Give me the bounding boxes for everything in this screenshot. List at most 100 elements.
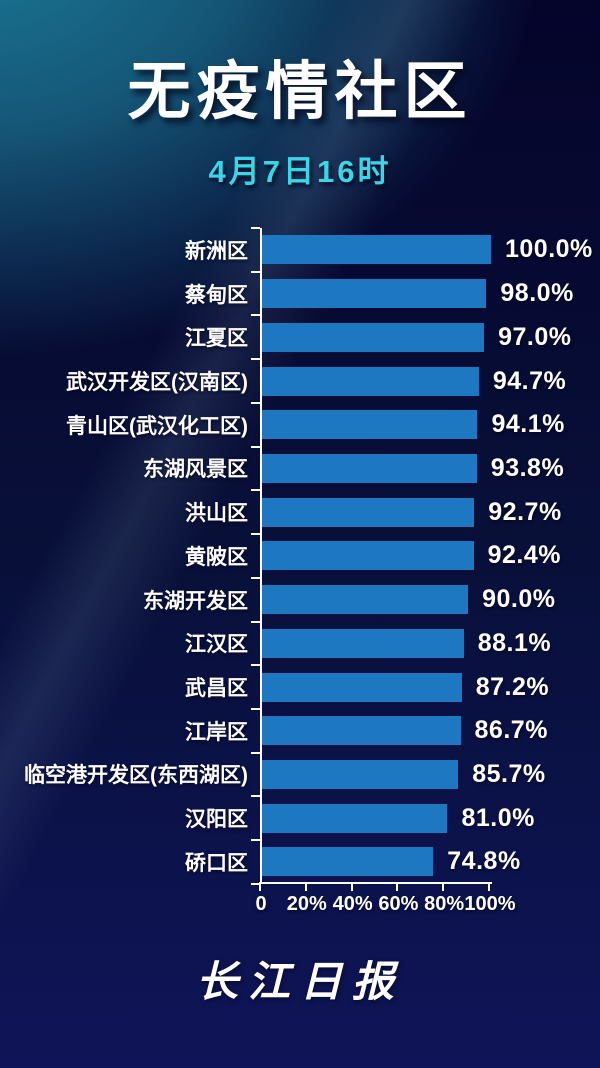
- y-axis-tick: [251, 227, 260, 229]
- category-label: 硚口区: [185, 851, 248, 875]
- bar-track: 87.2%: [262, 672, 600, 702]
- value-label: 97.0%: [498, 322, 572, 351]
- bar-row: 黄陂区 92.4%: [0, 534, 600, 578]
- bar: [262, 716, 461, 746]
- value-label: 93.8%: [490, 453, 565, 482]
- x-axis-tick-label: 80%: [424, 893, 465, 915]
- value-label: 85.7%: [472, 759, 546, 788]
- bar-track: 98.0%: [262, 279, 600, 309]
- x-axis-tick-label: 20%: [286, 893, 327, 915]
- value-label: 74.8%: [447, 847, 521, 876]
- bar: [262, 803, 448, 833]
- category-label: 江岸区: [185, 720, 248, 744]
- bar: [262, 497, 475, 527]
- bar-row: 江岸区 86.7%: [0, 709, 600, 753]
- bar: [262, 541, 474, 571]
- bar-track: 74.8%: [262, 847, 600, 877]
- x-axis-tick-label: 100%: [464, 893, 516, 915]
- bar: [262, 410, 478, 440]
- bar-track: 97.0%: [262, 322, 600, 352]
- value-label: 86.7%: [474, 716, 548, 745]
- bar-row: 硚口区 74.8%: [0, 840, 600, 884]
- bar-track: 94.1%: [262, 410, 600, 440]
- bar: [262, 847, 434, 877]
- page-title: 无疫情社区: [127, 57, 473, 127]
- bar-track: 93.8%: [262, 453, 600, 483]
- bar-track: 100.0%: [262, 235, 600, 265]
- category-label: 武汉开发区(汉南区): [66, 371, 248, 395]
- x-axis-tick: [442, 884, 445, 891]
- y-axis-tick: [251, 358, 260, 361]
- bar-row: 东湖风景区 93.8%: [0, 447, 600, 491]
- category-label: 江夏区: [185, 327, 248, 351]
- category-label: 东湖开发区: [143, 589, 248, 613]
- category-label: 蔡甸区: [185, 283, 248, 307]
- bar-row: 洪山区 92.7%: [0, 490, 600, 534]
- bar-chart: 新洲区 100.0% 蔡甸区 98.0% 江夏区 97.0% 武汉开发区(汉南区) 94.7%…: [0, 227, 600, 928]
- y-axis-tick: [251, 270, 260, 273]
- bar-track: 85.7%: [262, 759, 600, 789]
- bar: [262, 759, 459, 789]
- bar-track: 81.0%: [262, 803, 600, 833]
- category-label: 江汉区: [185, 633, 248, 657]
- bar-row: 武汉开发区(汉南区) 94.7%: [0, 359, 600, 403]
- bar: [262, 366, 479, 396]
- bar: [262, 453, 477, 483]
- bar-row: 青山区(武汉化工区) 94.1%: [0, 403, 600, 447]
- x-axis-tick: [350, 884, 353, 891]
- bar-row: 江汉区 88.1%: [0, 621, 600, 665]
- bar: [262, 322, 485, 352]
- value-label: 92.7%: [488, 497, 562, 526]
- bar-row: 蔡甸区 98.0%: [0, 272, 600, 316]
- y-axis-tick: [251, 708, 260, 711]
- value-label: 100.0%: [505, 235, 593, 264]
- value-label: 94.1%: [491, 410, 565, 439]
- bar-row: 临空港开发区(东西湖区) 85.7%: [0, 753, 600, 797]
- chart-rows: 新洲区 100.0% 蔡甸区 98.0% 江夏区 97.0% 武汉开发区(汉南区) 94.7%…: [0, 228, 600, 884]
- x-axis-tick-label: 0: [255, 893, 267, 915]
- x-axis-tick-label: 60%: [378, 893, 419, 915]
- y-axis-tick: [251, 882, 260, 885]
- category-label: 洪山区: [185, 502, 248, 526]
- bar-row: 汉阳区 81.0%: [0, 796, 600, 840]
- category-label: 青山区(武汉化工区): [66, 414, 248, 438]
- bar-track: 92.4%: [262, 541, 600, 571]
- bar-row: 新洲区 100.0%: [0, 228, 600, 272]
- y-axis-tick: [251, 314, 260, 317]
- bar-track: 86.7%: [262, 716, 600, 746]
- category-label: 武昌区: [185, 677, 248, 701]
- y-axis-tick: [251, 795, 260, 798]
- y-axis-tick: [251, 839, 260, 842]
- bar-row: 东湖开发区 90.0%: [0, 578, 600, 622]
- x-axis-line: [259, 882, 492, 884]
- y-axis-tick: [251, 664, 260, 667]
- x-axis-tick: [396, 884, 399, 891]
- bar-row: 江夏区 97.0%: [0, 315, 600, 359]
- bar-track: 92.7%: [262, 497, 600, 527]
- category-label: 汉阳区: [185, 808, 248, 832]
- x-axis-tick: [304, 884, 307, 891]
- bar: [262, 585, 469, 615]
- subtitle-datetime: 4月7日16时: [208, 154, 392, 189]
- bar-track: 88.1%: [262, 628, 600, 658]
- y-axis-line: [260, 228, 262, 884]
- y-axis-tick: [251, 445, 260, 448]
- y-axis-tick: [251, 576, 260, 579]
- bar: [262, 235, 491, 265]
- y-axis-tick: [251, 489, 260, 492]
- x-axis-tick-label: 40%: [332, 893, 373, 915]
- category-label: 新洲区: [185, 239, 248, 263]
- bar: [262, 279, 487, 309]
- bar: [262, 628, 464, 658]
- value-label: 98.0%: [500, 279, 574, 308]
- category-label: 临空港开发区(东西湖区): [24, 764, 248, 788]
- bar-row: 武昌区 87.2%: [0, 665, 600, 709]
- y-axis-tick: [251, 401, 260, 404]
- bar-track: 90.0%: [262, 585, 600, 615]
- category-label: 东湖风景区: [143, 458, 248, 482]
- value-label: 87.2%: [475, 672, 550, 701]
- y-axis-tick: [251, 620, 260, 623]
- x-axis-tick: [488, 884, 490, 891]
- value-label: 88.1%: [477, 628, 552, 657]
